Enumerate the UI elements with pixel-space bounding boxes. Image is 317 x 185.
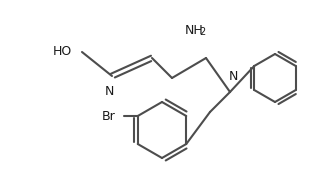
Text: Br: Br	[102, 110, 116, 122]
Text: NH: NH	[185, 23, 204, 36]
Text: N: N	[228, 70, 238, 83]
Text: N: N	[104, 85, 114, 98]
Text: 2: 2	[199, 27, 205, 37]
Text: HO: HO	[53, 45, 72, 58]
